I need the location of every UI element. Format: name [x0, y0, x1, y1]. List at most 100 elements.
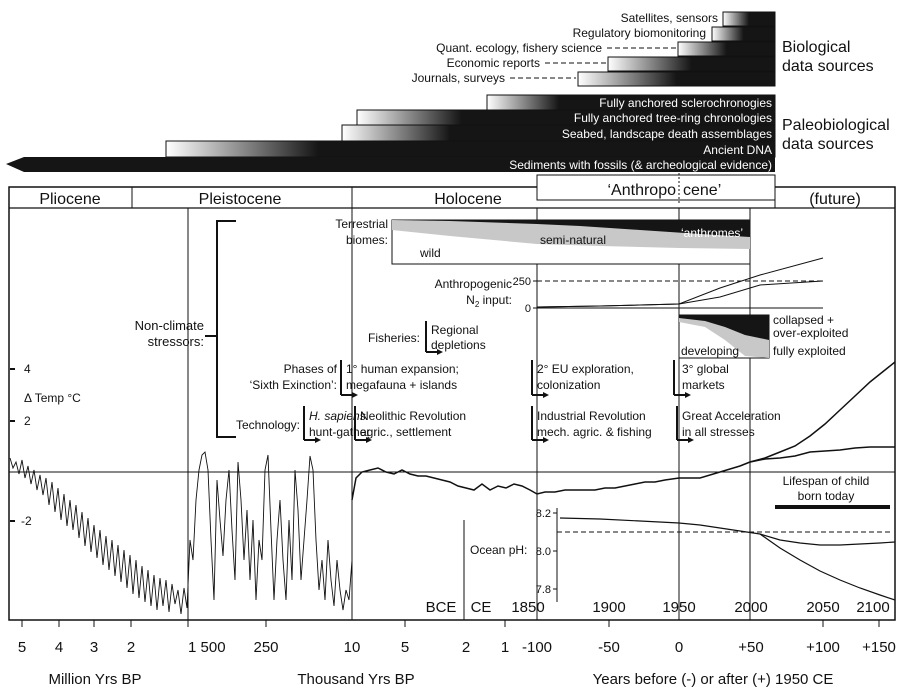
unit-million: Million Yrs BP	[48, 671, 141, 688]
tick-5my: 5	[18, 639, 26, 656]
phase2-flag	[531, 360, 544, 396]
tick-4my: 4	[55, 639, 63, 656]
ph-label: Ocean pH:	[470, 543, 527, 557]
phase2-1: 2° EU exploration,	[537, 362, 634, 376]
phases-label-1: Phases of	[284, 362, 338, 376]
phase1-flag	[340, 360, 353, 396]
phases-label-2: ‘Sixth Exinction’:	[250, 378, 337, 392]
tick-plus150: +150	[862, 639, 896, 656]
paleo-source-ancient-dna: Ancient DNA	[703, 143, 772, 157]
temp-pliocene-pleistocene-series	[9, 451, 353, 615]
fisheries-label: Fisheries:	[368, 331, 420, 345]
tech3-flag	[531, 406, 544, 441]
biological-data-sources: Satellites, sensors Regulatory biomonito…	[412, 11, 874, 87]
bio-heading-1: Biological	[782, 39, 850, 56]
epoch-holocene: Holocene	[434, 191, 502, 208]
phase2-flag-head	[543, 392, 549, 398]
bottom-axis: BCE CE 1850 1900 1950 2000 2050 2100 5 4…	[18, 599, 896, 688]
tech4-flag	[676, 406, 689, 441]
phase1-1: 1° human expansion;	[346, 362, 459, 376]
stressor-heading-2: stressors:	[148, 334, 204, 349]
tech1-flag	[303, 406, 316, 441]
ph-tick-label-82: 8.2	[536, 508, 551, 520]
phase3-flag-head	[685, 392, 691, 398]
paleo-source-sediments: Sediments with fossils (& archeological …	[509, 158, 772, 172]
era-2050: 2050	[806, 599, 839, 616]
tech3-flag-head	[543, 437, 549, 443]
era-2100: 2100	[856, 599, 889, 616]
tick-minus50: -50	[598, 639, 620, 656]
tick-250ky: 250	[253, 639, 278, 656]
ph-tick-label-80: 8.0	[536, 546, 551, 558]
bio-source-regulatory: Regulatory biomonitoring	[573, 26, 706, 40]
epoch-anthropocene-1: ‘Anthropo	[608, 182, 677, 199]
paleo-source-tree-ring: Fully anchored tree-ring chronologies	[574, 111, 772, 125]
fishery-collapsed-2: over-exploited	[773, 326, 848, 340]
temperature-panel: 4 Δ Temp °C 2 -2 Lifespan of child born …	[9, 361, 896, 615]
unit-years: Years before (-) or after (+) 1950 CE	[593, 671, 834, 688]
tech1-flag-head	[315, 437, 321, 443]
stressor-bracket	[216, 220, 236, 438]
terrestrial-label-1: Terrestrial	[335, 217, 388, 231]
temp-tick-label-4: 4	[24, 362, 31, 376]
temp-tick-label-neg2: -2	[21, 514, 32, 528]
biome-semi-natural: semi-natural	[540, 233, 606, 247]
non-climate-stressors: Non-climate stressors: Terrestrial biome…	[135, 217, 848, 443]
era-bce: BCE	[426, 599, 457, 616]
phase1-2: megafauna + islands	[346, 378, 457, 392]
bio-source-journals: Journals, surveys	[412, 71, 505, 85]
lifespan-bar	[775, 505, 890, 509]
bar-ancient-dna	[165, 140, 776, 158]
fishery-collapsed-1: collapsed +	[773, 313, 834, 327]
nitrogen-curve-high	[536, 257, 824, 308]
era-1950: 1950	[662, 599, 695, 616]
biome-anthromes: ‘anthromes’	[681, 226, 743, 240]
tech4-1: Great Acceleration	[682, 409, 781, 423]
technology-label: Technology:	[236, 418, 300, 432]
tick-2my: 2	[127, 639, 135, 656]
epoch-future: (future)	[809, 191, 861, 208]
nitrogen-tick-0: 0	[525, 303, 531, 315]
paleo-heading-2: data sources	[782, 136, 874, 153]
tech4-flag-head	[688, 437, 694, 443]
tick-1ky: 1	[501, 639, 509, 656]
fishery-developing: developing	[681, 344, 739, 358]
bar-economic	[607, 56, 776, 72]
biomes-anthromes-area	[392, 220, 750, 237]
ocean-ph-panel: 8.2 8.0 7.8 Ocean pH:	[470, 508, 896, 602]
paleo-source-seabed: Seabed, landscape death assemblages	[562, 127, 772, 141]
main-frame	[8, 186, 896, 621]
era-1850: 1850	[511, 599, 544, 616]
epoch-anthropocene-2: cene’	[683, 182, 721, 199]
tech3-2: mech. agric. & fishing	[537, 425, 652, 439]
nitrogen-tick-250: 250	[513, 276, 531, 288]
tick-0: 0	[675, 639, 683, 656]
bar-sediments-arrow	[6, 157, 775, 172]
nitrogen-label-2: N2 input:	[466, 293, 512, 309]
bio-source-satellites: Satellites, sensors	[621, 11, 718, 25]
tech2-1: Neolithic Revolution	[360, 409, 466, 423]
stressor-heading-1: Non-climate	[135, 318, 204, 333]
tick-plus100: +100	[806, 639, 840, 656]
bar-satellites	[722, 11, 776, 27]
paleobiological-data-sources: Fully anchored sclerochronogies Fully an…	[6, 94, 890, 172]
era-1900: 1900	[592, 599, 625, 616]
ph-projection-low	[759, 533, 896, 601]
fisheries-regional-2: depletions	[431, 338, 486, 352]
temp-projection-high	[749, 361, 896, 463]
epoch-header: Pliocene Pleistocene Holocene ‘Anthropo …	[8, 173, 896, 621]
fisheries-regional-1: Regional	[431, 323, 478, 337]
terrestrial-label-2: biomes:	[346, 233, 388, 247]
phase3-flag	[673, 360, 686, 396]
paleo-heading-1: Paleobiological	[782, 117, 890, 134]
phase1-flag-head	[352, 392, 358, 398]
unit-thousand: Thousand Yrs BP	[297, 671, 414, 688]
tick-1-500: 1 500	[188, 639, 226, 656]
temp-axis-label: Δ Temp °C	[24, 391, 81, 405]
tech1-1: H. sapiens	[309, 409, 366, 423]
tick-plus50: +50	[738, 639, 763, 656]
tech3-1: Industrial Revolution	[537, 409, 646, 423]
bio-heading-2: data sources	[782, 58, 874, 75]
epoch-pliocene: Pliocene	[39, 191, 100, 208]
